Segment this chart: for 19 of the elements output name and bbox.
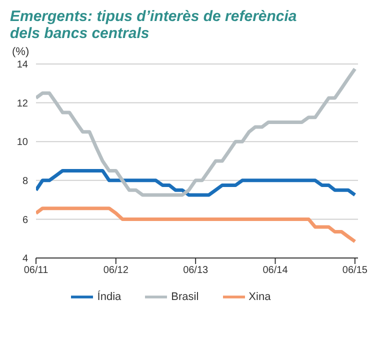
y-tick-label: 12	[16, 98, 28, 110]
y-axis-title: (%)	[11, 46, 30, 58]
x-tick-label: 06/11	[24, 265, 49, 276]
y-tick-label: 6	[22, 214, 28, 226]
y-tick-label: 8	[22, 176, 28, 187]
legend-label: Xina	[248, 290, 271, 303]
x-tick-label: 06/13	[183, 265, 209, 276]
y-tick-label: 10	[16, 137, 28, 148]
line-series	[36, 206, 357, 244]
line-series	[36, 168, 357, 197]
y-tick-label: 4	[22, 254, 28, 265]
line-series	[36, 67, 357, 197]
legend-label: Brasil	[171, 290, 199, 303]
x-tick-label: 06/14	[262, 265, 288, 276]
x-tick-label: 06/12	[103, 265, 129, 276]
x-tick-label: 06/15	[342, 265, 368, 276]
y-tick-label: 14	[16, 60, 28, 71]
chart-title: Emergents: tipus d’interès de referència dels bancs centrals	[9, 8, 298, 42]
legend-label: Índia	[97, 290, 122, 303]
